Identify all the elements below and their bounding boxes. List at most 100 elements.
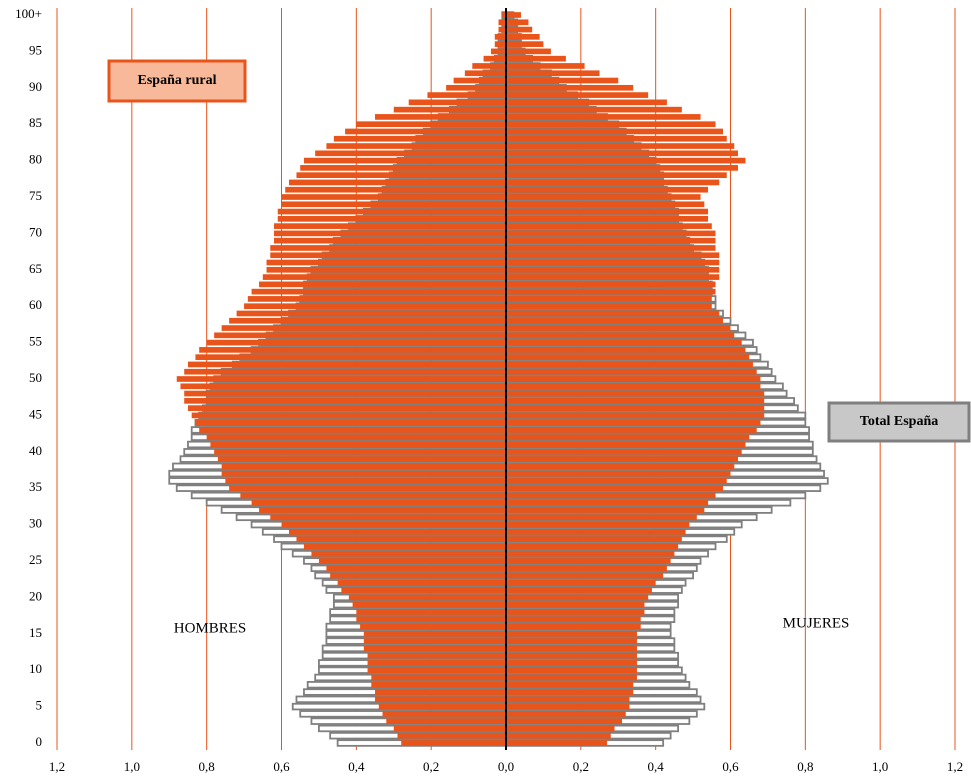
bar — [176, 376, 506, 382]
legend-box — [827, 401, 971, 443]
bar — [506, 332, 735, 339]
bar — [221, 463, 506, 470]
y-tick-label: 20 — [29, 588, 42, 603]
bar — [506, 347, 746, 353]
bar — [506, 19, 529, 26]
bar — [274, 230, 506, 237]
bar — [506, 536, 682, 542]
bar — [506, 157, 746, 164]
bar — [356, 609, 506, 615]
bar — [506, 26, 533, 33]
bar — [506, 274, 720, 280]
y-tick-label: 0 — [36, 734, 43, 749]
bar — [506, 630, 637, 637]
bar — [180, 383, 506, 390]
bar — [277, 216, 506, 222]
x-tick-label: 0,6 — [722, 759, 739, 774]
bar — [506, 696, 630, 703]
bar — [337, 580, 506, 586]
bar — [506, 194, 701, 200]
bar — [506, 296, 712, 302]
bar — [195, 354, 507, 360]
bar — [506, 63, 585, 69]
bar — [217, 456, 506, 462]
bar — [506, 143, 735, 149]
bar — [326, 565, 506, 572]
bar — [506, 514, 697, 521]
bar — [506, 84, 634, 91]
x-tick-label: 1,0 — [872, 759, 888, 774]
bar — [195, 419, 507, 426]
bar — [506, 376, 761, 382]
y-tick-label: 70 — [29, 224, 42, 239]
bar — [506, 114, 701, 120]
x-tick-label: 1,0 — [124, 759, 140, 774]
bar — [506, 208, 709, 215]
y-tick-label: 40 — [29, 443, 42, 458]
bar — [506, 645, 637, 652]
bar — [206, 339, 506, 346]
bar — [214, 448, 506, 455]
y-tick-label: 50 — [29, 370, 42, 385]
bar — [506, 70, 600, 77]
bar — [311, 550, 506, 557]
bar — [318, 558, 506, 564]
bar — [184, 368, 506, 375]
bar — [494, 34, 506, 40]
bar — [506, 41, 544, 47]
bar — [506, 172, 727, 178]
bar — [506, 12, 521, 18]
y-tick-label: 95 — [29, 42, 42, 57]
bar — [506, 485, 724, 492]
x-tick-label: 0,0 — [498, 759, 514, 774]
bar — [274, 237, 506, 244]
bar — [498, 19, 506, 26]
bar — [427, 92, 506, 98]
bar — [382, 711, 506, 717]
bar — [506, 310, 720, 317]
bar — [506, 99, 667, 106]
bar — [247, 296, 506, 302]
bar — [288, 179, 506, 186]
bar — [506, 390, 765, 397]
bar — [498, 26, 506, 33]
bar — [506, 507, 705, 513]
bar — [303, 543, 506, 550]
bar — [363, 630, 506, 637]
y-tick-label: 30 — [29, 516, 42, 531]
x-tick-label: 0,2 — [423, 759, 439, 774]
bar — [506, 543, 679, 550]
bar — [408, 99, 506, 106]
bar — [506, 638, 637, 644]
bar — [296, 172, 506, 178]
bar — [288, 529, 506, 535]
bar — [281, 201, 506, 208]
bar — [506, 499, 709, 506]
bar — [262, 274, 506, 280]
bar — [453, 77, 506, 84]
bar — [187, 361, 507, 368]
bar — [397, 732, 506, 739]
bar — [506, 427, 757, 433]
bar — [506, 216, 709, 222]
y-tick-label: 5 — [36, 698, 43, 713]
bar — [363, 638, 506, 644]
bar — [386, 718, 506, 724]
bar — [300, 165, 506, 171]
bar — [270, 245, 506, 251]
bar — [483, 55, 506, 62]
y-tick-label: 80 — [29, 152, 42, 167]
x-tick-label: 0,8 — [797, 759, 813, 774]
bar — [251, 288, 506, 295]
bar — [240, 492, 506, 499]
bar — [506, 412, 765, 419]
bar — [506, 616, 641, 623]
bar — [506, 398, 765, 404]
bar — [506, 325, 731, 331]
bar — [281, 194, 506, 200]
x-tick-label: 1,2 — [49, 759, 65, 774]
bar — [506, 92, 649, 98]
bar — [506, 223, 712, 229]
y-tick-label: 65 — [29, 261, 42, 276]
